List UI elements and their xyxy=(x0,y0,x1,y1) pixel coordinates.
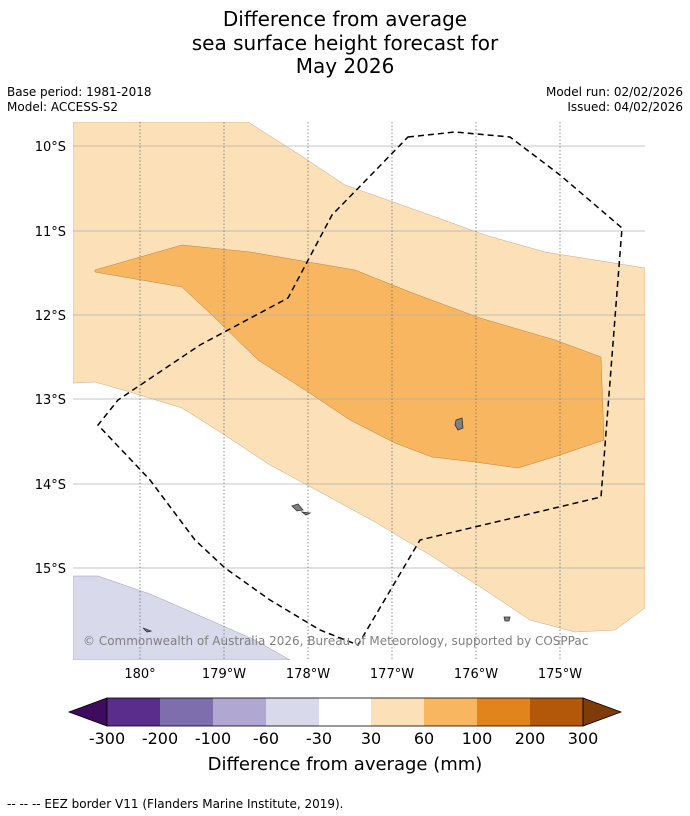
colorbar-segment xyxy=(266,698,319,726)
colorbar-extend-low xyxy=(67,697,108,727)
title-line-2: sea surface height forecast for xyxy=(191,30,499,55)
colorbar-ticks: -300 -200 -100 -60 -30 30 60 100 200 300 xyxy=(89,729,598,748)
lat-label-12s: 12°S xyxy=(35,309,66,324)
issued-date: Issued: 04/02/2026 xyxy=(567,100,683,114)
colorbar-segment xyxy=(371,698,424,726)
footer-legend: -- -- -- EEZ border V11 (Flanders Marine… xyxy=(7,797,344,811)
contour-band-neg60-neg30 xyxy=(73,575,291,660)
meta-right: Model run: 02/02/2026 Issued: 04/02/2026 xyxy=(546,85,683,115)
colorbar-segment xyxy=(319,698,371,726)
colorbar-segment xyxy=(213,698,266,726)
latitude-labels: 10°S 11°S 12°S 13°S 14°S 15°S xyxy=(35,140,66,577)
colorbar-segment xyxy=(477,698,530,726)
base-period: Base period: 1981-2018 xyxy=(7,85,152,99)
colorbar-extend-high xyxy=(582,697,623,727)
lon-label-176w: 176°W xyxy=(454,667,498,682)
tick-label: 30 xyxy=(361,729,381,748)
lat-label-14s: 14°S xyxy=(35,478,66,493)
title-line-1: Difference from average xyxy=(222,7,468,31)
contour-band-60-100 xyxy=(94,244,605,469)
tick-label: -300 xyxy=(89,729,125,748)
tick-label: -100 xyxy=(195,729,231,748)
island-shape-5 xyxy=(142,627,153,633)
copyright-notice: © Commonwealth of Australia 2026, Bureau… xyxy=(83,634,588,648)
colorbar-segment xyxy=(530,698,583,726)
model-run: Model run: 02/02/2026 xyxy=(545,85,683,99)
colorbar-label: Difference from average (mm) xyxy=(208,754,483,775)
meta-left: Base period: 1981-2018 Model: ACCESS-S2 xyxy=(7,85,152,115)
tick-label: -30 xyxy=(306,729,332,748)
tick-label: 200 xyxy=(515,729,546,748)
lon-label-175w: 175°W xyxy=(538,667,582,682)
tick-label: -60 xyxy=(253,729,279,748)
lat-label-11s: 11°S xyxy=(35,225,66,240)
lon-label-180: 180° xyxy=(124,667,155,682)
title-line-3: May 2026 xyxy=(295,54,395,78)
model-name: Model: ACCESS-S2 xyxy=(7,100,119,114)
island-shape-2 xyxy=(291,503,304,512)
chart-title: Difference from average sea surface heig… xyxy=(0,7,690,79)
lon-label-179w: 179°W xyxy=(202,667,246,682)
tick-label: 300 xyxy=(568,729,599,748)
longitude-labels: 180° 179°W 178°W 177°W 176°W 175°W xyxy=(124,667,582,682)
island-shape-4 xyxy=(503,616,511,622)
tick-label: -200 xyxy=(142,729,178,748)
tick-label: 60 xyxy=(414,729,434,748)
colorbar-outline xyxy=(106,697,584,727)
lat-label-10s: 10°S xyxy=(35,140,66,155)
map: © Commonwealth of Australia 2026, Bureau… xyxy=(35,122,645,682)
lat-label-13s: 13°S xyxy=(35,393,66,408)
lon-label-177w: 177°W xyxy=(370,667,414,682)
lon-label-178w: 178°W xyxy=(286,667,330,682)
colorbar-segment xyxy=(107,698,160,726)
map-plot-area: © Commonwealth of Australia 2026, Bureau… xyxy=(73,122,645,660)
lat-label-15s: 15°S xyxy=(35,562,66,577)
colorbar-segment xyxy=(160,698,213,726)
island-shape-1 xyxy=(454,417,464,431)
colorbar-segment xyxy=(424,698,477,726)
tick-label: 100 xyxy=(462,729,493,748)
eez-border xyxy=(97,131,623,646)
